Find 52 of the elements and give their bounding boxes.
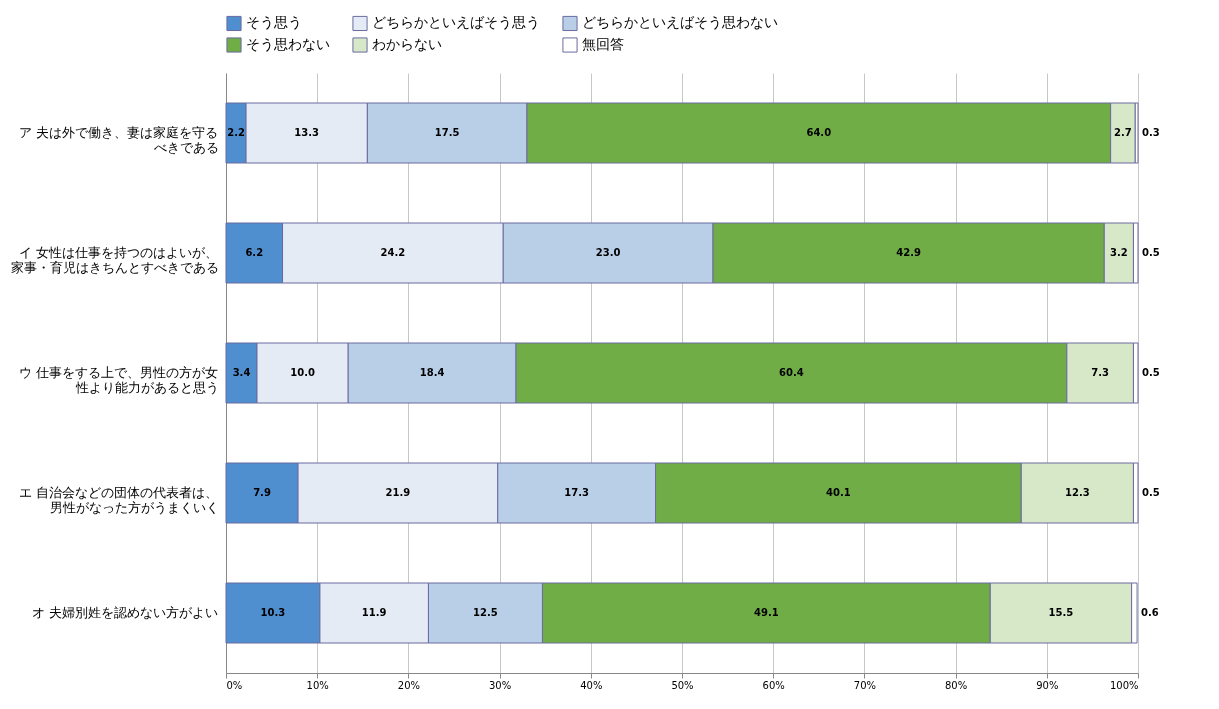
data-label: 12.5: [473, 607, 498, 618]
x-tick-label: 90%: [1036, 679, 1059, 691]
data-label: 0.6: [1141, 607, 1159, 618]
x-tick-label: 30%: [488, 679, 512, 691]
data-label: 3.4: [232, 367, 251, 378]
data-label: 11.9: [361, 607, 387, 618]
data-label: 7.3: [1091, 367, 1110, 378]
data-label: 0.5: [1142, 247, 1160, 258]
data-label: 23.0: [595, 247, 621, 258]
data-label: 2.2: [227, 127, 245, 138]
data-label: 42.9: [896, 247, 921, 258]
data-label: 17.5: [434, 127, 460, 138]
legend-label: どちらかといえばそう思う: [372, 14, 540, 31]
x-tick-label: 50%: [671, 679, 694, 691]
data-label: 17.3: [564, 487, 590, 498]
x-tick-label: 80%: [944, 679, 968, 691]
data-label: 7.9: [253, 487, 271, 498]
legend-label: そう思う: [246, 14, 302, 31]
data-label: 0.3: [1142, 127, 1160, 138]
x-tick-label: 100%: [1109, 679, 1139, 691]
data-label: 0.5: [1142, 367, 1160, 378]
data-label: 10.3: [260, 607, 286, 618]
x-tick-label: 40%: [580, 679, 603, 691]
x-tick-label: 60%: [762, 679, 785, 691]
y-tick-label: オ 夫婦別姓を認めない方がよい: [32, 605, 219, 620]
data-label: 2.7: [1114, 127, 1132, 138]
y-tick-label: イ 女性は仕事を持つのはよいが、家事・育児はきちんとすべきである: [10, 245, 219, 275]
legend-label: どちらかといえばそう思わない: [582, 14, 778, 31]
data-label: 40.1: [826, 487, 851, 498]
y-tick-label: ア 夫は外で働き、妻は家庭を守るべきである: [19, 125, 219, 155]
legend-label: そう思わない: [246, 36, 330, 52]
data-label: 24.2: [380, 247, 406, 258]
data-label: 18.4: [419, 367, 445, 378]
data-label: 13.3: [294, 127, 320, 138]
x-tick-label: 0%: [226, 679, 243, 691]
legend-label: わからない: [372, 36, 442, 52]
legend-label: 無回答: [582, 36, 624, 52]
y-tick-label: ウ 仕事をする上で、男性の方が女性より能力があると思う: [19, 365, 219, 395]
x-tick-label: 70%: [853, 679, 877, 691]
x-tick-label: 10%: [306, 679, 329, 691]
data-label: 6.2: [245, 247, 264, 258]
data-label: 10.0: [290, 367, 315, 378]
data-label: 0.5: [1142, 487, 1160, 498]
data-label: 15.5: [1048, 607, 1074, 618]
data-label: 3.2: [1109, 247, 1128, 258]
data-label: 60.4: [779, 367, 804, 378]
data-label: 64.0: [806, 127, 832, 138]
data-label: 12.3: [1065, 487, 1090, 498]
y-tick-label: エ 自治会などの団体の代表者は、男性がなった方がうまくいく: [19, 485, 219, 515]
data-label: 49.1: [754, 607, 779, 618]
x-tick-label: 20%: [397, 679, 421, 691]
data-label: 21.9: [385, 487, 411, 498]
